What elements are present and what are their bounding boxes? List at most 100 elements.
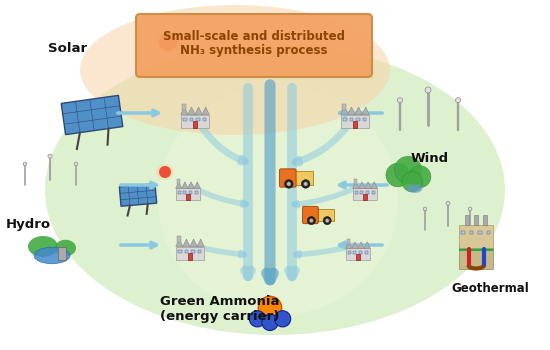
- Circle shape: [48, 154, 52, 158]
- Circle shape: [307, 217, 315, 225]
- Text: Hydro: Hydro: [6, 218, 51, 231]
- Circle shape: [386, 163, 410, 187]
- Bar: [181, 114, 209, 128]
- Circle shape: [74, 162, 78, 166]
- Ellipse shape: [407, 184, 422, 193]
- Ellipse shape: [158, 85, 398, 315]
- Ellipse shape: [34, 247, 70, 264]
- FancyBboxPatch shape: [136, 14, 372, 77]
- Bar: [186, 194, 190, 200]
- Ellipse shape: [80, 5, 390, 135]
- Bar: [347, 239, 350, 244]
- Circle shape: [249, 311, 266, 327]
- Text: Geothermal: Geothermal: [451, 282, 529, 295]
- Circle shape: [304, 182, 308, 186]
- Bar: [483, 215, 487, 225]
- Bar: [459, 247, 493, 268]
- Bar: [189, 191, 192, 194]
- Ellipse shape: [156, 164, 174, 180]
- Bar: [58, 246, 65, 260]
- Bar: [461, 231, 465, 234]
- Bar: [177, 179, 180, 184]
- Circle shape: [468, 207, 472, 211]
- Bar: [353, 120, 358, 128]
- Text: Small-scale and distributed: Small-scale and distributed: [163, 30, 345, 43]
- Bar: [191, 250, 195, 252]
- Bar: [366, 191, 369, 194]
- Circle shape: [425, 87, 431, 93]
- Circle shape: [323, 217, 331, 225]
- Bar: [365, 251, 368, 253]
- Bar: [371, 191, 375, 194]
- Polygon shape: [345, 242, 370, 248]
- Bar: [343, 118, 346, 120]
- Bar: [293, 171, 314, 185]
- Circle shape: [398, 98, 403, 103]
- Bar: [359, 251, 362, 253]
- FancyBboxPatch shape: [279, 169, 296, 187]
- Bar: [197, 250, 201, 252]
- Polygon shape: [176, 239, 204, 246]
- Bar: [465, 215, 469, 225]
- Bar: [192, 120, 197, 128]
- Bar: [354, 179, 357, 184]
- Circle shape: [262, 314, 278, 330]
- Polygon shape: [181, 107, 209, 114]
- Bar: [363, 194, 367, 200]
- Text: Green Ammonia: Green Ammonia: [160, 295, 280, 308]
- Circle shape: [394, 156, 422, 183]
- Circle shape: [402, 172, 422, 192]
- Bar: [349, 118, 353, 120]
- Circle shape: [284, 180, 293, 188]
- Bar: [470, 231, 473, 234]
- Bar: [202, 118, 206, 120]
- Text: NH₃ synthesis process: NH₃ synthesis process: [180, 44, 328, 57]
- Circle shape: [423, 207, 427, 211]
- Bar: [459, 245, 493, 251]
- Polygon shape: [341, 107, 369, 114]
- Bar: [61, 96, 123, 135]
- Bar: [177, 236, 181, 242]
- Bar: [175, 188, 200, 200]
- Bar: [183, 118, 187, 120]
- Bar: [190, 118, 193, 120]
- Bar: [360, 191, 364, 194]
- Circle shape: [409, 166, 431, 188]
- Bar: [183, 191, 186, 194]
- Text: (energy carrier): (energy carrier): [160, 310, 280, 323]
- Circle shape: [325, 219, 329, 223]
- Bar: [362, 118, 366, 120]
- Bar: [341, 114, 369, 128]
- Ellipse shape: [28, 236, 58, 257]
- Circle shape: [287, 182, 291, 186]
- Text: Wind: Wind: [411, 152, 449, 165]
- Polygon shape: [353, 182, 377, 188]
- Circle shape: [274, 311, 291, 327]
- Circle shape: [159, 33, 177, 51]
- Bar: [119, 184, 157, 206]
- Bar: [353, 188, 377, 200]
- Circle shape: [258, 296, 282, 320]
- Circle shape: [455, 98, 460, 103]
- Bar: [195, 191, 198, 194]
- Ellipse shape: [55, 240, 76, 256]
- Bar: [356, 253, 360, 260]
- Bar: [474, 215, 478, 225]
- Bar: [348, 251, 351, 253]
- Circle shape: [446, 201, 450, 205]
- Circle shape: [23, 162, 27, 166]
- Bar: [176, 246, 204, 260]
- Bar: [487, 231, 490, 234]
- Circle shape: [159, 166, 171, 178]
- Ellipse shape: [155, 30, 182, 54]
- Bar: [178, 191, 181, 194]
- FancyBboxPatch shape: [302, 206, 318, 224]
- Bar: [355, 191, 358, 194]
- Bar: [178, 250, 182, 252]
- Bar: [459, 225, 493, 247]
- Bar: [342, 104, 346, 110]
- Bar: [356, 118, 360, 120]
- Bar: [182, 104, 186, 110]
- Bar: [184, 250, 188, 252]
- Bar: [196, 118, 200, 120]
